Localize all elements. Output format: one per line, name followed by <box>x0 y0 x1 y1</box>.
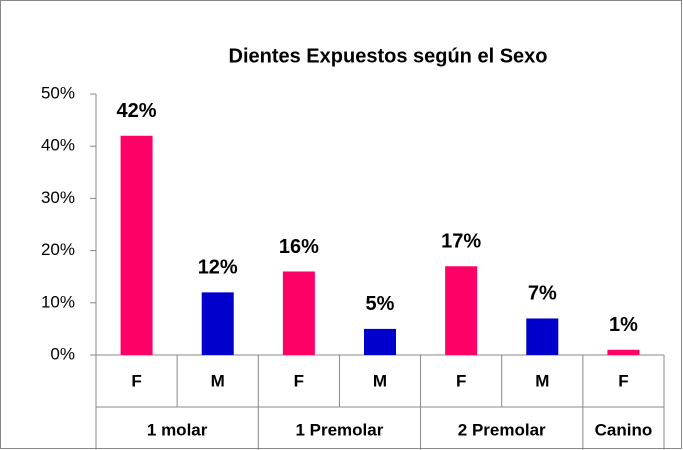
group-label: 2 Premolar <box>458 420 546 439</box>
data-label: 1% <box>609 314 638 336</box>
y-tick-label: 50% <box>41 83 75 102</box>
group-label: 1 molar <box>147 420 208 439</box>
y-tick-label: 10% <box>41 292 75 311</box>
x-tick-label: M <box>373 371 387 390</box>
y-tick-label: 20% <box>41 240 75 259</box>
bar <box>364 328 396 355</box>
data-label: 17% <box>441 231 481 253</box>
x-tick-label: F <box>618 371 628 390</box>
y-tick-label: 0% <box>50 344 75 363</box>
data-label: 42% <box>117 100 157 122</box>
chart-title: Dientes Expuestos según el Sexo <box>229 45 548 67</box>
bar <box>607 349 640 355</box>
data-label: 5% <box>366 293 395 315</box>
x-tick-label: F <box>456 371 466 390</box>
data-label: 7% <box>528 283 557 305</box>
bar <box>445 266 478 355</box>
y-tick-label: 40% <box>41 136 75 155</box>
y-tick-label: 30% <box>41 188 75 207</box>
data-label: 12% <box>198 257 238 279</box>
x-tick-label: F <box>131 371 141 390</box>
bar <box>526 318 559 355</box>
data-label: 16% <box>279 236 319 258</box>
bar <box>282 271 315 355</box>
group-label: Canino <box>595 420 653 439</box>
x-tick-label: F <box>294 371 304 390</box>
bar <box>120 135 153 355</box>
x-tick-label: M <box>211 371 225 390</box>
group-label: 1 Premolar <box>295 420 383 439</box>
bar <box>201 292 234 355</box>
x-tick-label: M <box>535 371 549 390</box>
